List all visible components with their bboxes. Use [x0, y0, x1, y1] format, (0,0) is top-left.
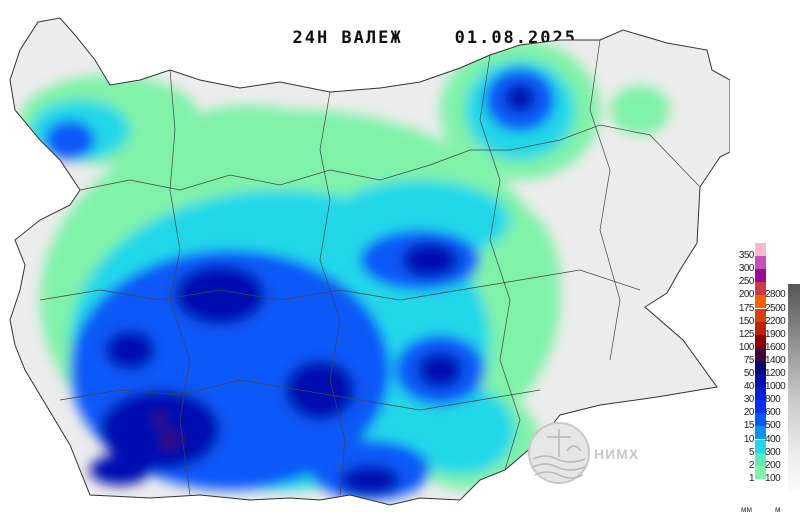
elevation-scale-bar	[788, 284, 800, 490]
legend-label-mm: 250	[738, 276, 755, 288]
legend-label-mm: 300	[738, 263, 755, 275]
legend-label-m: 200	[765, 459, 781, 471]
legend-label-m: 400	[765, 433, 781, 445]
legend-swatch	[755, 360, 766, 374]
legend-swatch	[755, 439, 766, 453]
legend-label-mm: 75	[743, 354, 755, 366]
legend-unit-mm: мм	[741, 505, 752, 514]
legend-swatch	[755, 308, 766, 322]
legend-label-m: 500	[765, 420, 781, 432]
province-borders	[39, 39, 701, 496]
legend-label-mm: 125	[738, 328, 755, 340]
legend-swatch	[755, 426, 766, 440]
legend-label-mm: 175	[738, 302, 755, 314]
legend-swatch	[755, 334, 766, 348]
legend-label-m: 300	[765, 446, 781, 458]
legend-swatch	[755, 387, 766, 401]
legend-swatch	[755, 243, 766, 257]
legend-unit-m: м	[775, 505, 781, 514]
legend-label-m: 800	[765, 394, 781, 406]
legend-label-mm: 50	[743, 368, 755, 379]
legend-label-m: 1000	[765, 381, 786, 393]
legend-swatch	[755, 295, 766, 309]
legend-swatch	[755, 347, 766, 361]
legend-label-mm: 200	[738, 289, 755, 301]
country-border	[9, 17, 730, 506]
legend-label-mm: 30	[743, 394, 755, 406]
legend-label-mm: 15	[743, 420, 755, 432]
bulgaria-area	[10, 18, 730, 505]
legend-swatch	[755, 413, 766, 427]
legend-label-mm: 1	[748, 472, 755, 484]
precipitation-field	[20, 40, 670, 500]
legend-label-mm: 5	[748, 446, 755, 458]
legend-label-m: 1900	[765, 328, 786, 340]
legend-label-m: 2500	[765, 302, 786, 314]
legend-label-mm: 350	[738, 250, 755, 262]
legend-label-m: 2200	[765, 315, 786, 327]
logo-text: НИМХ	[594, 446, 640, 462]
legend-swatch	[755, 321, 766, 335]
legend-swatch	[755, 400, 766, 414]
legend-label-mm: 2	[748, 459, 755, 471]
legend-label-mm: 40	[743, 381, 755, 393]
nimh-logo-icon	[528, 422, 590, 484]
legend-label-m: 600	[765, 407, 781, 419]
legend-label-m: 2800	[765, 289, 786, 301]
legend-label-m: 1600	[765, 341, 786, 353]
legend-label-m: 1200	[765, 368, 786, 379]
legend-swatch	[755, 374, 766, 388]
legend-label-mm: 10	[743, 433, 755, 445]
legend-swatch	[755, 452, 766, 466]
legend-label-mm: 150	[738, 315, 755, 327]
legend-label-mm: 100	[738, 341, 755, 353]
title-text: 24Н ВАЛЕЖ	[292, 28, 403, 48]
legend-swatch	[755, 256, 766, 270]
legend-label-m: 1400	[765, 354, 786, 366]
legend-swatch	[755, 465, 766, 479]
precipitation-map	[9, 17, 730, 506]
legend-label-mm: 20	[743, 407, 755, 419]
legend-swatch	[755, 269, 766, 283]
legend-swatch	[755, 282, 766, 296]
legend-label-m: 100	[765, 472, 781, 484]
